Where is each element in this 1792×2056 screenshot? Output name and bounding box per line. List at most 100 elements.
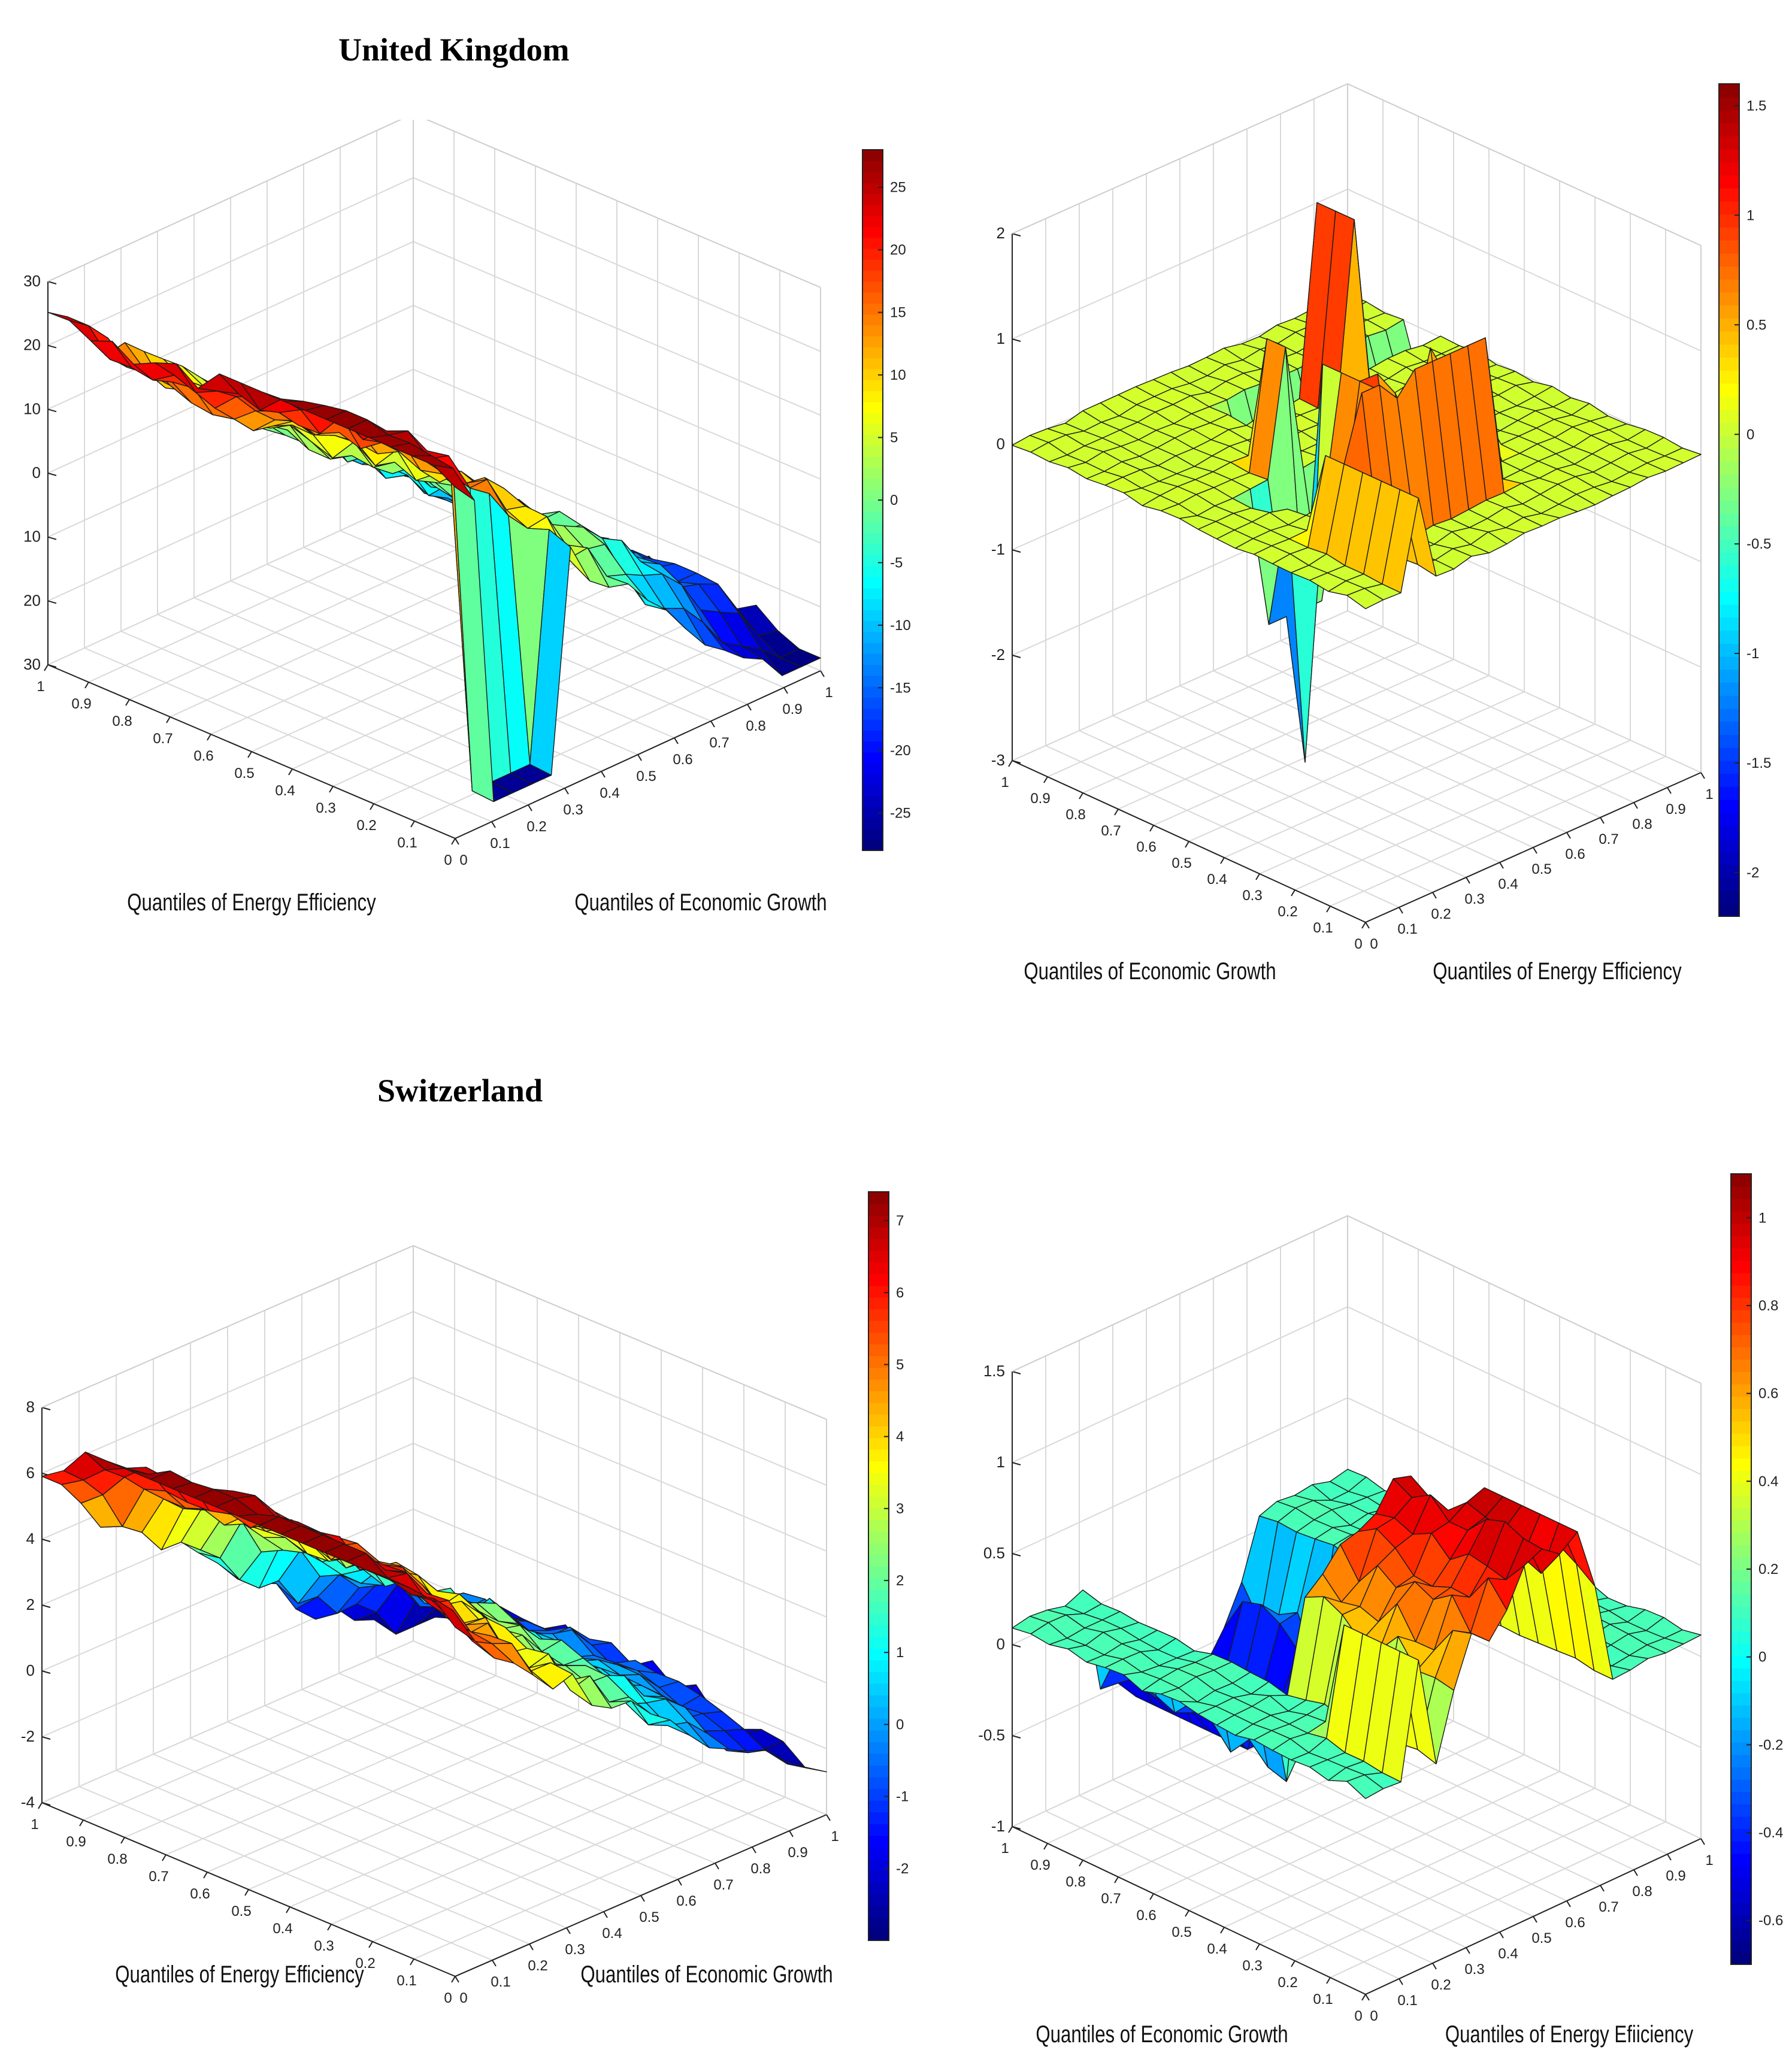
ch-left-xtick-label: 0.3 xyxy=(314,1938,334,1954)
uk-left-ztick-label: 20 xyxy=(24,336,41,354)
uk-right-colorbar-tick: 0 xyxy=(1746,426,1754,443)
uk-right-xtick-label: 0.1 xyxy=(1313,920,1333,936)
uk-left-colorbar-tick: 10 xyxy=(890,367,906,383)
ch-left-ytick-label: 0.1 xyxy=(491,1974,510,1990)
ch-right-xtick-label: 0.6 xyxy=(1136,1907,1156,1924)
uk-right-xtick-label: 0.8 xyxy=(1065,807,1085,823)
uk-right-ztick-label: -1 xyxy=(991,540,1005,558)
uk-left-xtick-label: 0.9 xyxy=(71,696,91,712)
uk-left-ytick-label: 0.1 xyxy=(490,835,510,852)
uk-left-ztick-label: 30 xyxy=(24,272,41,290)
ch-right-surface xyxy=(1012,1468,1702,1799)
ch-left-xtick-label: 0.2 xyxy=(355,1955,375,1972)
ch-right-colorbar-tick: 0.2 xyxy=(1758,1561,1778,1577)
ch-left-ztick-label: 6 xyxy=(26,1464,35,1482)
uk-right-xtick-label: 0.2 xyxy=(1278,904,1297,920)
ch-left-ytick-label: 0.8 xyxy=(750,1861,770,1877)
ch-left-ytick-label: 0.3 xyxy=(565,1942,585,1958)
uk-left-colorbar-tick: -10 xyxy=(890,617,910,634)
uk-left-xtick-label: 0.7 xyxy=(153,731,172,747)
ch-left-ytick-label: 0.6 xyxy=(676,1893,696,1909)
uk-left-colorbar-tick: 20 xyxy=(890,242,906,258)
uk-left-ztick-label: -30 xyxy=(24,655,41,673)
ch-left-ytick-label: 0.5 xyxy=(639,1909,659,1925)
uk-left-colorbar-tick: 5 xyxy=(890,430,898,446)
title-switzerland: Switzerland xyxy=(377,1073,543,1109)
ch-right-xtick-label: 0.4 xyxy=(1207,1941,1227,1957)
uk-left-ytick-label: 0.3 xyxy=(563,802,583,818)
uk-left-ytick-label: 0.7 xyxy=(709,735,729,751)
ch-left-xtick-label: 1 xyxy=(31,1816,38,1833)
uk-right-ytick-label: 1 xyxy=(1705,786,1713,803)
uk-left-ytick-label: 0 xyxy=(459,852,467,868)
ch-right-colorbar-tick: -0.4 xyxy=(1758,1825,1783,1841)
uk-left-ztick-label: -10 xyxy=(24,528,41,546)
uk-left-ztick-label: 10 xyxy=(24,399,41,417)
uk-left-surface xyxy=(47,311,821,803)
uk-left-colorbar-tick: -25 xyxy=(890,805,910,821)
uk-right-ytick-label: 0.6 xyxy=(1565,846,1585,862)
ch-right-colorbar-tick: 0.4 xyxy=(1758,1473,1778,1489)
ch-left-ztick-label: -2 xyxy=(21,1727,35,1745)
ch-right-xtick-label: 0.2 xyxy=(1278,1975,1297,1991)
ch-left-surface xyxy=(41,1451,827,1773)
ch-right-ytick-label: 0.4 xyxy=(1498,1946,1518,1962)
ch-right-xtick-label: 0.3 xyxy=(1242,1958,1262,1974)
ch-left-colorbar-tick: 6 xyxy=(896,1285,904,1301)
uk-right-ytick-label: 0.7 xyxy=(1599,831,1618,847)
uk-left-xtick-label: 0.1 xyxy=(397,835,417,851)
uk-right-ytick-label: 0.2 xyxy=(1431,906,1451,922)
ch-right-xtick-label: 0 xyxy=(1354,2008,1362,2024)
uk-right-xtick-label: 0.4 xyxy=(1207,871,1227,888)
uk-left-ylabel: Quantiles of Economic Growth xyxy=(574,889,827,916)
uk-right-ytick-label: 0.4 xyxy=(1498,876,1518,892)
ch-left-colorbar-tick: 3 xyxy=(896,1501,904,1517)
ch-right-ylabel: Quantiles of Energy Efiiciency xyxy=(1445,2021,1693,2048)
uk-left-colorbar-tick: -20 xyxy=(890,743,910,759)
ch-right-xtick-label: 1 xyxy=(1001,1840,1009,1857)
ch-right-xtick-label: 0.8 xyxy=(1065,1874,1085,1890)
uk-right-ytick-label: 0.9 xyxy=(1666,801,1685,817)
uk-right-ytick-label: 0.3 xyxy=(1464,891,1484,907)
ch-left-ztick-label: 0 xyxy=(26,1661,35,1679)
uk-right-xlabel: Quantiles of Economic Growth xyxy=(1024,958,1276,985)
ch-right-ytick-label: 0 xyxy=(1370,2008,1378,2024)
uk-left-colorbar-tick: -15 xyxy=(890,680,910,696)
uk-right-ytick-label: 0.5 xyxy=(1531,861,1551,877)
ch-left-xtick-label: 0.8 xyxy=(107,1851,127,1867)
ch-right-xlabel: Quantiles of Economic Growth xyxy=(1036,2021,1288,2048)
chart-uk-growth-energy-efficiency: -3-2-101200.10.20.30.40.50.60.70.80.9100… xyxy=(991,83,1771,985)
uk-right-ytick-label: 0.8 xyxy=(1632,816,1652,832)
uk-right-colorbar: -2 -1.5 -1 -0.5 0 0.5 1 1.5 xyxy=(1718,83,1771,917)
uk-left-colorbar: -25 -20 -15 -10 -5 0 5 10 15 20 25 xyxy=(862,149,910,851)
ch-right-colorbar-tick: -0.6 xyxy=(1758,1913,1783,1929)
ch-right-colorbar-tick: 0 xyxy=(1758,1649,1766,1666)
ch-right-xtick-label: 0.9 xyxy=(1030,1857,1050,1873)
uk-left-xtick-label: 1 xyxy=(37,679,44,695)
ch-right-ytick-label: 0.5 xyxy=(1531,1930,1551,1946)
chart-switzerland-energy-efficiency-growth: -4-20246800.10.20.30.40.50.60.70.80.9100… xyxy=(21,1191,909,2006)
uk-right-xtick-label: 0.3 xyxy=(1242,888,1262,904)
uk-right-colorbar-tick: -1.5 xyxy=(1746,755,1771,771)
uk-right-xtick-label: 0.7 xyxy=(1101,823,1121,839)
uk-right-xtick-label: 0.6 xyxy=(1136,839,1156,855)
uk-right-colorbar-tick: -2 xyxy=(1746,865,1759,881)
uk-right-ztick-label: -2 xyxy=(991,646,1005,664)
uk-right-colorbar-tick: 0.5 xyxy=(1746,317,1766,333)
ch-left-ytick-label: 0.7 xyxy=(713,1877,733,1893)
ch-left-ytick-label: 0.9 xyxy=(788,1845,807,1861)
uk-left-ytick-label: 0.4 xyxy=(600,785,619,801)
ch-right-ztick-label: 1.5 xyxy=(983,1362,1005,1380)
ch-left-ytick-label: 0 xyxy=(459,1990,467,2006)
uk-left-colorbar-tick: 25 xyxy=(890,180,906,196)
uk-left-ytick-label: 0.9 xyxy=(782,701,802,717)
ch-right-ytick-label: 0.7 xyxy=(1599,1899,1618,1915)
ch-right-xtick-label: 0.1 xyxy=(1313,1991,1333,2007)
uk-left-surface-cell xyxy=(433,465,475,501)
ch-left-xtick-label: 0.5 xyxy=(231,1903,251,1919)
uk-left-ytick-label: 1 xyxy=(825,685,833,701)
ch-left-xtick-label: 0.6 xyxy=(190,1886,210,1902)
ch-left-xlabel: Quantiles of Energy Efficiency xyxy=(115,1961,364,1988)
ch-left-ylabel: Quantiles of Economic Growth xyxy=(580,1961,833,1988)
ch-left-axes: -4 -2 0 2 4 6 8 0 0.1 0.2 0.3 0.4 0.5 0.6 0.7 0.8 0.9 1 0 0… xyxy=(21,1244,839,2006)
